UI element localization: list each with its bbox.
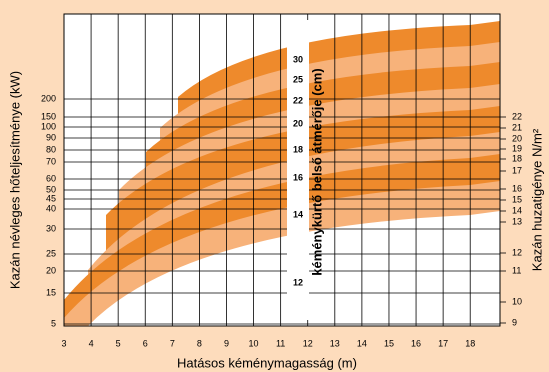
x-tick-label: 13 [330, 338, 340, 348]
band-label: 16 [293, 172, 303, 182]
x-tick-label: 11 [276, 338, 285, 348]
y2-axis-label: Kazán huzatigénye N/m² [529, 128, 544, 271]
y2-tick-label: 22 [512, 111, 522, 121]
x-tick-label: 5 [116, 338, 121, 348]
label-strip [287, 20, 309, 320]
y2-tick-label: 13 [512, 216, 522, 226]
y-tick-label: 90 [46, 132, 56, 142]
y2-tick-label: 16 [512, 183, 522, 193]
y2-tick-label: 19 [512, 143, 522, 153]
y-tick-label: 30 [46, 223, 56, 233]
y-tick-label: 60 [46, 173, 56, 183]
x-tick-label: 14 [357, 338, 367, 348]
x-tick-label: 6 [143, 338, 148, 348]
y2-tick-label: 15 [512, 194, 522, 204]
x-tick-label: 8 [197, 338, 202, 348]
x-axis-label: Hatásos kéménymagasság (m) [177, 355, 357, 370]
x-tick-label: 3 [61, 338, 66, 348]
y2-tick-label: 21 [512, 122, 522, 132]
x-tick-label: 15 [384, 338, 394, 348]
x-tick-label: 10 [249, 338, 259, 348]
band-label: 20 [293, 118, 303, 128]
band-label: 30 [293, 54, 303, 64]
y-axis-label: Kazán névleges hőteljesítménye (kW) [7, 71, 22, 289]
y-tick-label: 45 [46, 193, 56, 203]
y-tick-label: 70 [46, 156, 56, 166]
band-label: 25 [293, 74, 303, 84]
y2-tick-label: 18 [512, 153, 522, 163]
y-tick-label: 150 [41, 111, 56, 121]
y2-tick-label: 17 [512, 165, 522, 175]
y2-tick-label: 20 [512, 133, 522, 143]
band-title: kéménykürtő belső átmérője (cm) [309, 68, 324, 275]
y2-tick-label: 14 [512, 205, 522, 215]
y2-tick-label: 9 [512, 317, 517, 327]
y-tick-label: 25 [46, 248, 56, 258]
y-tick-label: 80 [46, 144, 56, 154]
x-tick-label: 7 [170, 338, 175, 348]
x-tick-label: 9 [224, 338, 229, 348]
y-tick-label: 5 [51, 318, 56, 328]
y-tick-label: 15 [46, 287, 56, 297]
y-tick-label: 200 [41, 93, 56, 103]
x-tick-label: 17 [438, 338, 448, 348]
x-tick-label: 18 [465, 338, 475, 348]
band-label: 22 [293, 95, 303, 105]
band-label: 18 [293, 144, 303, 154]
y-tick-label: 100 [41, 121, 56, 131]
plot-frame [63, 13, 501, 327]
band-label: 14 [293, 209, 303, 219]
y2-tick-label: 10 [512, 296, 522, 306]
x-tick-label: 12 [303, 338, 313, 348]
y2-tick-label: 12 [512, 247, 522, 257]
y2-tick-label: 11 [512, 265, 521, 275]
y-tick-label: 40 [46, 203, 56, 213]
y-tick-label: 20 [46, 265, 56, 275]
x-tick-label: 4 [89, 338, 94, 348]
y-tick-label: 50 [46, 184, 56, 194]
band-label: 12 [293, 277, 303, 287]
x-tick-label: 16 [411, 338, 421, 348]
